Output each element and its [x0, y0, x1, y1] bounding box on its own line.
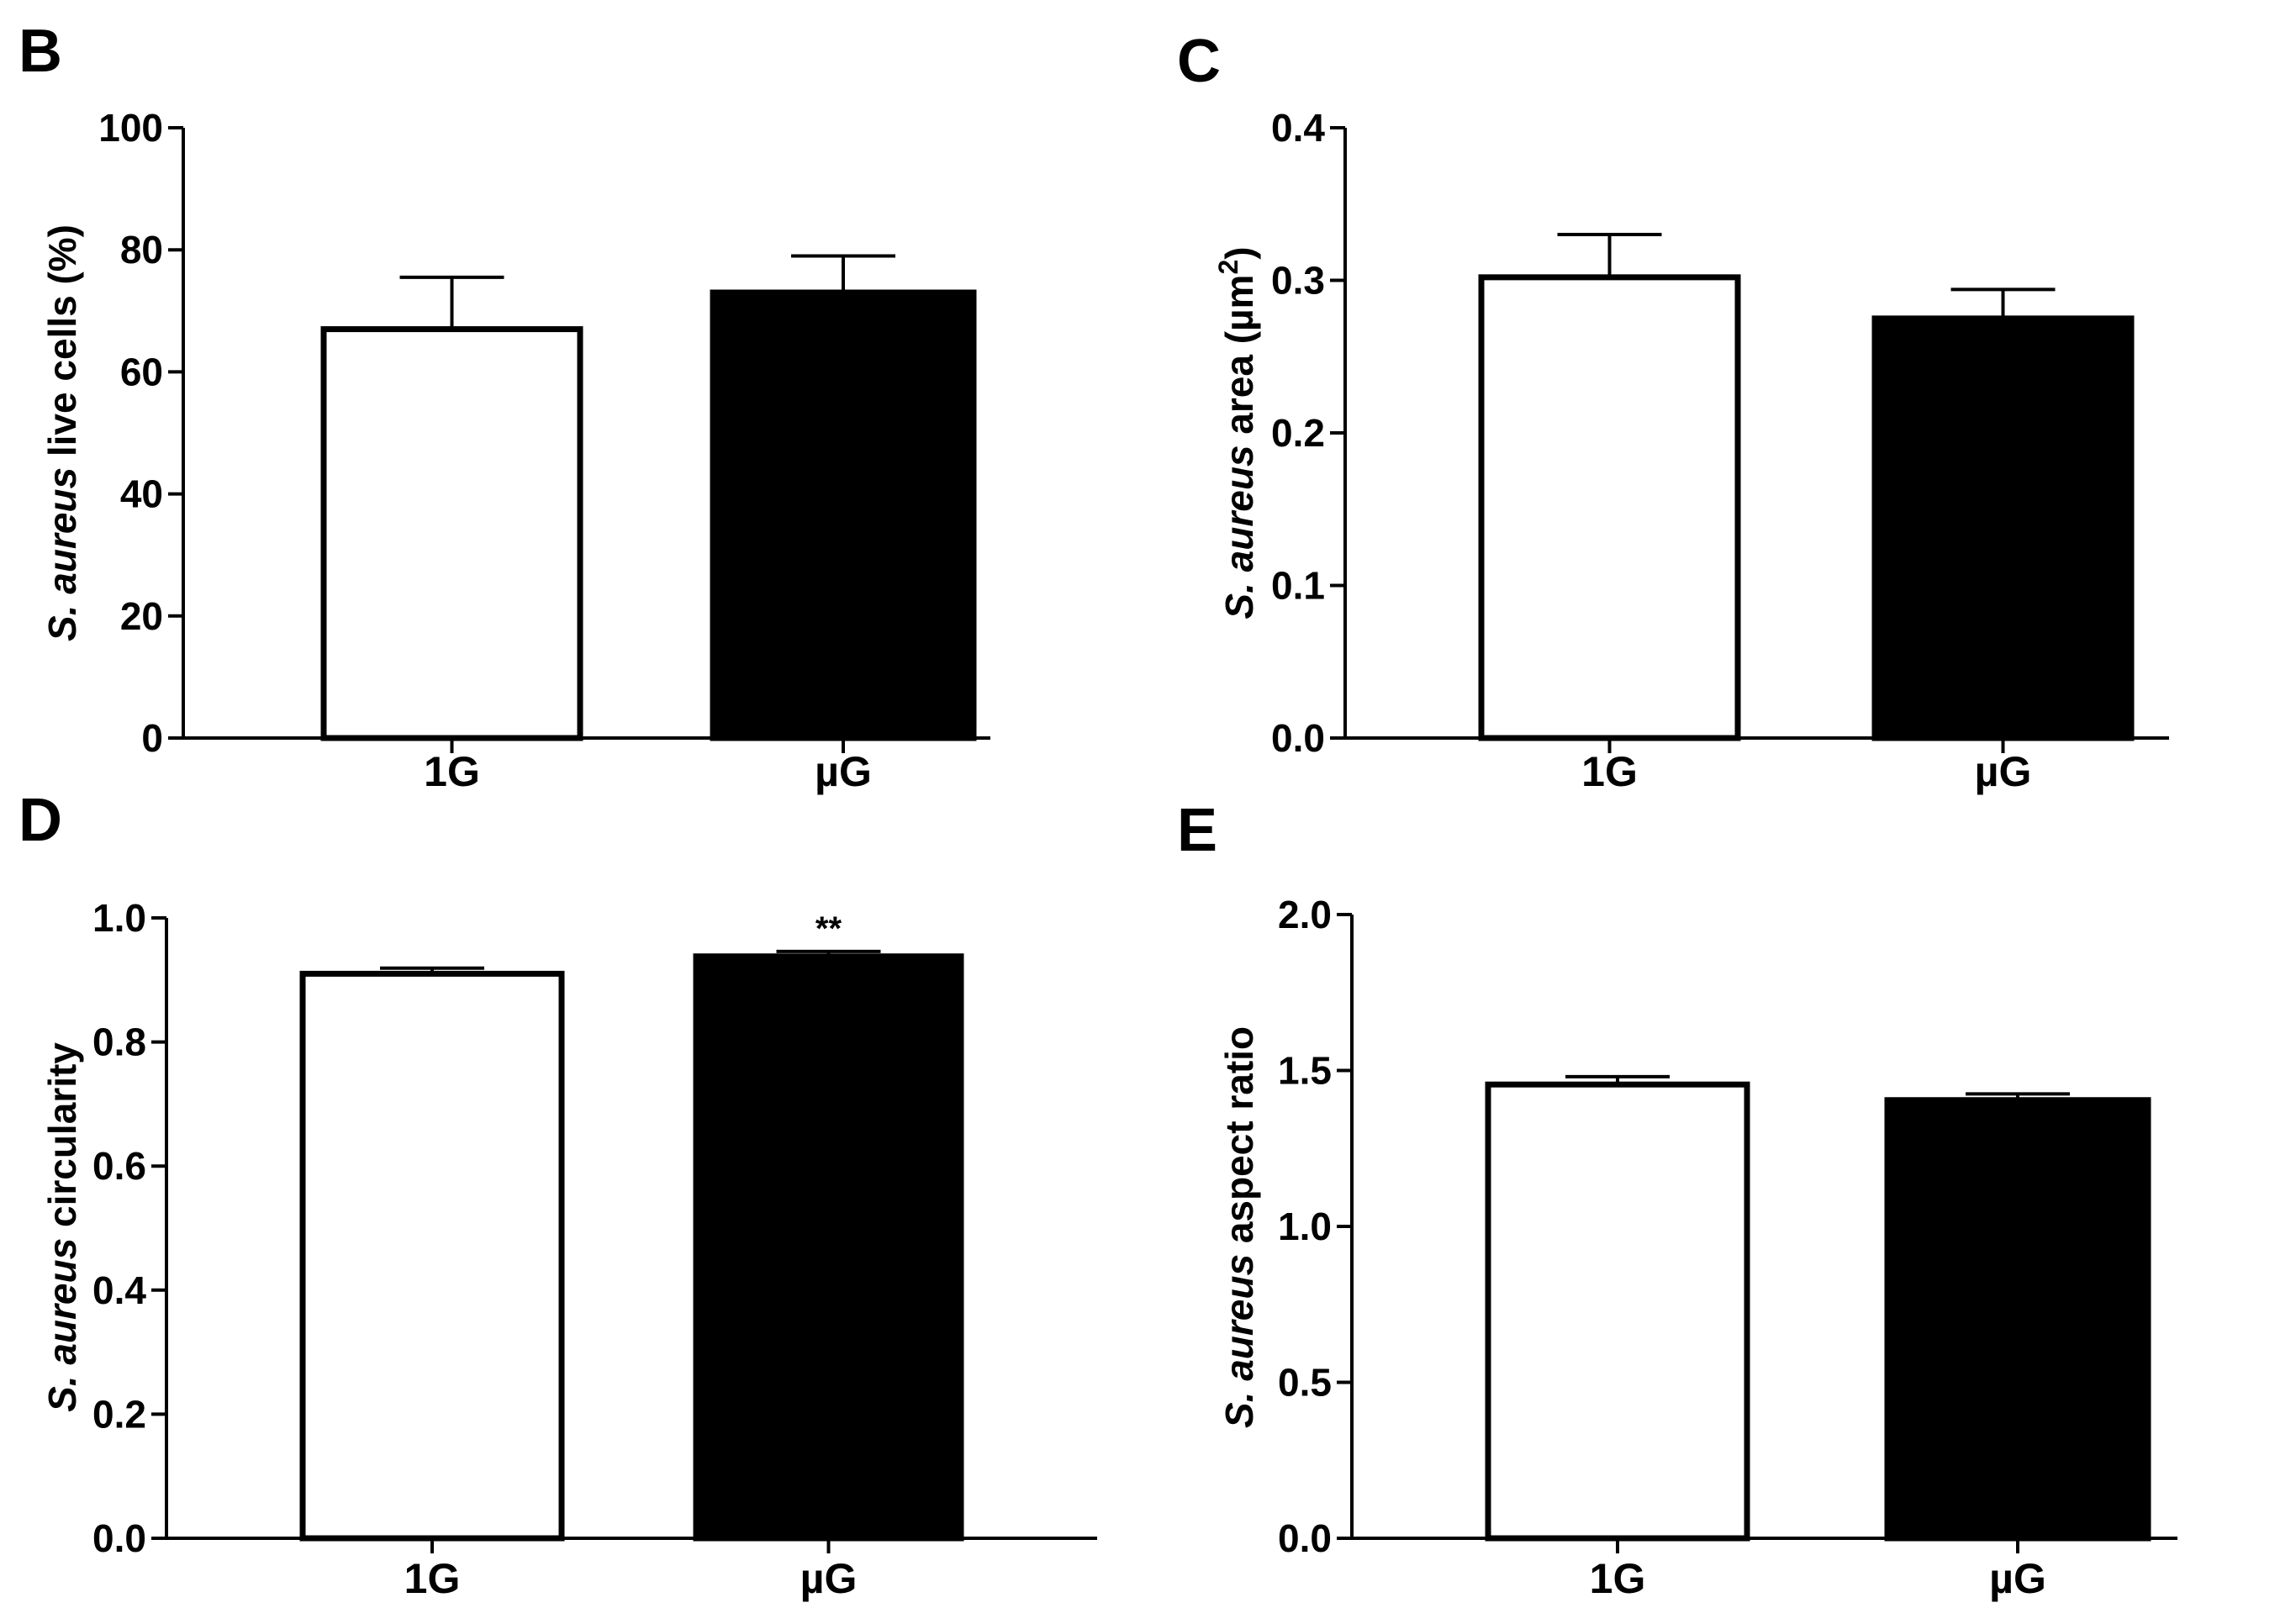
y-axis-title-rest: aspect ratio: [1217, 1026, 1261, 1243]
category-label: 1G: [1590, 1555, 1646, 1602]
panel-letter: D: [18, 787, 62, 854]
bar-1g: [320, 326, 583, 741]
category-label: µG: [1989, 1555, 2046, 1602]
y-axis-title-rest: area (µm: [1217, 275, 1261, 435]
bar-ug: [1884, 1097, 2151, 1542]
y-tick-label: 0.0: [1278, 1516, 1332, 1560]
y-axis-title-sup: 2: [1213, 260, 1243, 275]
bar-ug: [1871, 315, 2135, 741]
y-axis-title-italic: S. aureus: [40, 456, 84, 641]
y-axis-title: S. aureus area (µm2): [1213, 246, 1261, 619]
bar-1g: [299, 970, 565, 1542]
panel-letter: C: [1177, 28, 1221, 95]
y-axis-title: S. aureus circularity: [40, 1042, 84, 1412]
category-label: 1G: [1581, 748, 1638, 795]
bar-1g: [1478, 274, 1741, 741]
y-tick-label: 40: [120, 472, 163, 516]
y-tick-label: 0.2: [1271, 411, 1325, 455]
y-axis-title-italic: S. aureus: [1217, 435, 1261, 620]
y-tick-label: 80: [120, 228, 163, 272]
category-label: 1G: [404, 1555, 461, 1602]
y-axis-title: S. aureus live cells (%): [40, 224, 84, 641]
y-tick-label: 0.5: [1278, 1361, 1332, 1405]
y-axis-title-close: ): [1217, 246, 1261, 259]
y-tick-label: 2.0: [1278, 893, 1332, 936]
y-axis-title: S. aureus aspect ratio: [1217, 1026, 1261, 1428]
category-label: µG: [800, 1555, 858, 1602]
y-tick-label: 60: [120, 350, 163, 393]
y-tick-label: 100: [98, 106, 163, 150]
y-tick-label: 1.5: [1278, 1049, 1332, 1093]
category-label: 1G: [424, 748, 480, 795]
panel-letter: B: [18, 18, 62, 85]
y-tick-label: 20: [120, 594, 163, 638]
bar-ug: [710, 289, 977, 741]
y-axis-title-rest: live cells (%): [40, 224, 84, 456]
panel-letter: E: [1177, 797, 1217, 864]
category-label: µG: [815, 748, 872, 795]
y-tick-label: 0.3: [1271, 259, 1325, 303]
y-tick-label: 0.8: [92, 1020, 146, 1064]
bar-1g: [1485, 1081, 1750, 1542]
y-axis-title-rest: circularity: [40, 1042, 84, 1227]
y-tick-label: 0: [141, 716, 163, 760]
y-tick-label: 0.6: [92, 1144, 146, 1188]
y-tick-label: 0.4: [92, 1268, 146, 1312]
y-axis-title-italic: S. aureus: [1217, 1243, 1261, 1428]
y-tick-label: 0.2: [92, 1392, 146, 1436]
y-tick-label: 0.0: [92, 1516, 146, 1560]
panel-b: B 0 20 40 60 80 100 1G µG S. aureus live cells (%…: [18, 18, 990, 795]
panel-e: E 0.0 0.5 1.0 1.5 2.0 1G µG S. aureus aspect rat…: [1177, 797, 2177, 1602]
y-tick-label: 0.1: [1271, 564, 1325, 608]
bar-ug: [693, 953, 964, 1542]
y-tick-label: 1.0: [1278, 1205, 1332, 1248]
significance-marker: **: [815, 910, 842, 947]
y-tick-label: 0.4: [1271, 106, 1325, 150]
panel-d: D 0.0 0.2 0.4 0.6 0.8 1.0 1G µG ** S. aureus circu…: [18, 787, 1097, 1602]
y-tick-label: 0.0: [1271, 716, 1325, 760]
y-axis-title-italic: S. aureus: [40, 1227, 84, 1412]
panel-c: C 0.0 0.1 0.2 0.3 0.4 1G µG S. aureus area (µm2): [1177, 28, 2169, 795]
category-label: µG: [1975, 748, 2032, 795]
y-tick-label: 1.0: [92, 896, 146, 940]
